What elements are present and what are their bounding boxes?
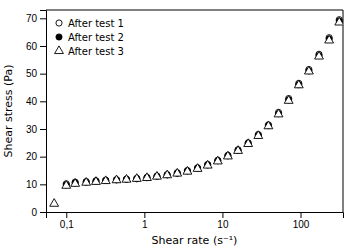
point	[143, 173, 152, 181]
point	[173, 168, 182, 176]
tick-label: 10	[26, 179, 38, 190]
legend-symbol	[56, 34, 62, 40]
legend-label: After test 2	[68, 32, 124, 43]
tick: 70	[26, 13, 46, 24]
point	[284, 96, 293, 104]
tick: 0,1	[60, 212, 74, 230]
point	[122, 175, 131, 183]
legend-item: After test 2	[56, 32, 124, 43]
marks	[50, 17, 343, 207]
point	[203, 160, 212, 168]
tick: 100	[293, 212, 310, 230]
tick-mark	[40, 18, 46, 19]
tick-label: 100	[293, 219, 310, 230]
series	[50, 17, 343, 206]
tick: 0	[31, 207, 46, 218]
point	[62, 181, 71, 189]
tick-mark	[40, 129, 46, 130]
point	[163, 170, 172, 178]
point	[132, 174, 141, 182]
point	[112, 175, 121, 183]
point	[213, 156, 222, 164]
axis-line	[40, 11, 47, 213]
tick-label: 60	[26, 41, 38, 52]
point	[264, 121, 273, 129]
legend-symbol	[56, 20, 62, 26]
tick-label: 20	[26, 151, 38, 162]
tick-mark	[301, 212, 302, 218]
tick-label: 10	[217, 219, 229, 230]
tick-mark	[40, 74, 46, 75]
frame	[46, 10, 343, 11]
point	[223, 151, 232, 159]
point	[234, 146, 243, 154]
tick: 60	[26, 41, 46, 52]
series	[63, 18, 342, 188]
frame	[343, 10, 344, 212]
tick: 40	[26, 96, 46, 107]
tick-label: 30	[26, 124, 38, 135]
legend-label: After test 3	[68, 46, 124, 57]
y-axis: 0 10 20 30 40 50 60 70	[26, 11, 47, 218]
series	[63, 17, 342, 187]
legend: After test 1 After test 2 After test 3	[55, 18, 124, 57]
tick-label: 40	[26, 96, 38, 107]
tick: 50	[26, 68, 46, 79]
tick-label: 50	[26, 68, 38, 79]
tick-mark	[66, 212, 67, 218]
point	[92, 177, 101, 185]
legend-label: After test 1	[68, 18, 124, 29]
axis-line	[47, 213, 344, 219]
point	[101, 176, 110, 184]
tick: 10	[217, 212, 229, 230]
tick: 20	[26, 151, 46, 162]
x-axis-title: Shear rate (s⁻¹)	[152, 234, 238, 247]
point	[50, 199, 59, 207]
point	[153, 171, 162, 179]
tick: 30	[26, 124, 46, 135]
tick: 1	[142, 212, 148, 230]
tick-mark	[222, 212, 223, 218]
tick-mark	[40, 212, 46, 213]
point	[183, 166, 192, 174]
point	[304, 66, 313, 74]
y-axis-title: Shear stress (Pa)	[2, 65, 15, 158]
legend-symbol	[55, 46, 64, 54]
plot-area: 0,1110100010203040506070After test 1Afte…	[26, 10, 344, 230]
tick-mark	[40, 46, 46, 47]
tick-mark	[144, 212, 145, 218]
point	[193, 164, 202, 172]
point	[325, 35, 334, 43]
tick-mark	[40, 101, 46, 102]
point	[244, 139, 253, 147]
tick-mark	[40, 184, 46, 185]
tick-label: 1	[142, 219, 148, 230]
tick-label: 0	[31, 207, 37, 218]
x-axis: 0,1 1 10 100	[47, 212, 344, 230]
point	[274, 109, 283, 117]
tick: 10	[26, 179, 46, 190]
point	[315, 51, 324, 59]
tick-mark	[40, 157, 46, 158]
point	[335, 17, 343, 25]
point	[71, 179, 80, 187]
point	[254, 131, 263, 139]
point	[294, 80, 303, 88]
legend-item: After test 3	[55, 46, 124, 57]
chart: 0,1110100010203040506070After test 1Afte…	[0, 0, 355, 250]
tick-label: 0,1	[60, 219, 74, 230]
tick-label: 70	[26, 13, 38, 24]
point	[82, 178, 91, 186]
legend-item: After test 1	[56, 18, 124, 29]
